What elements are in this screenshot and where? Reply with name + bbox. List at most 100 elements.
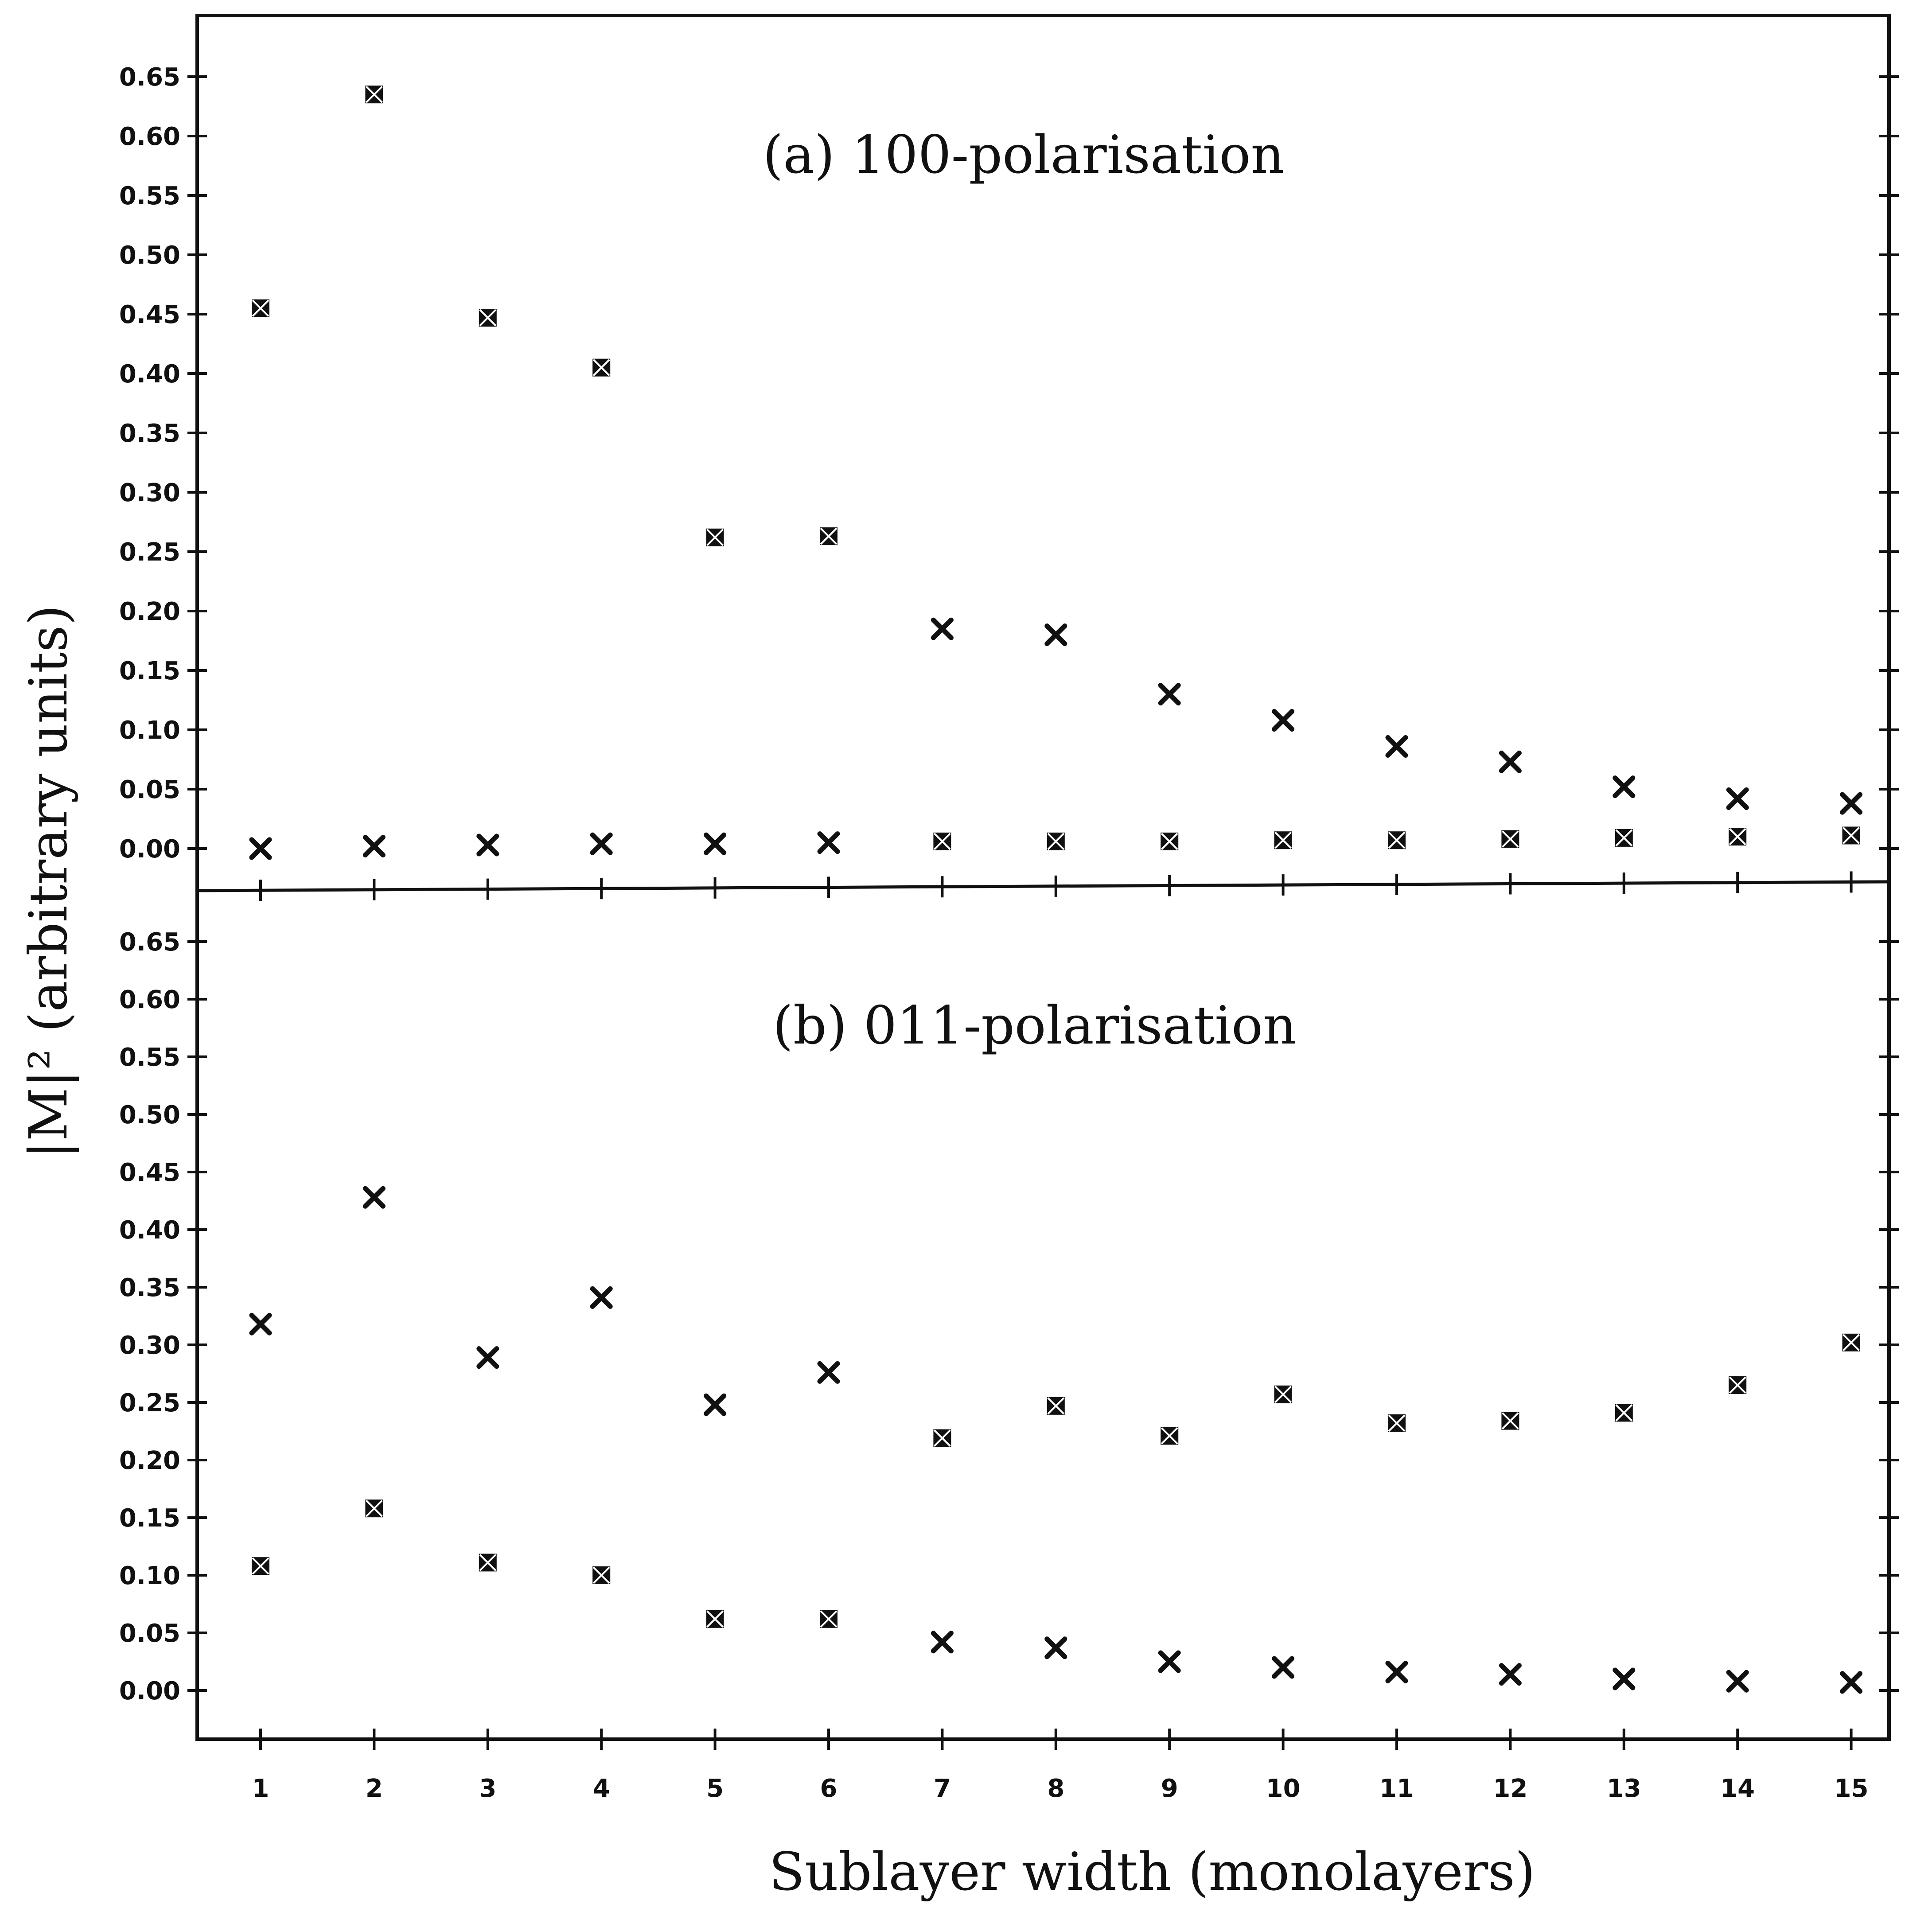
x-tick-label: 7 (934, 1774, 951, 1803)
y-tick-label: 0.35 (119, 1273, 180, 1302)
data-point-cross (1044, 623, 1067, 646)
y-tick-label: 0.05 (119, 775, 180, 804)
data-point-asterisk (820, 527, 837, 545)
x-tick-label: 12 (1493, 1774, 1527, 1803)
data-point-cross (704, 1393, 727, 1416)
data-point-cross (1840, 792, 1863, 815)
data-point-cross (362, 1186, 386, 1209)
y-tick-label: 0.05 (119, 1619, 180, 1648)
y-tick-label: 0.20 (119, 1446, 180, 1475)
data-point-asterisk (1047, 1397, 1065, 1415)
y-tick-label: 0.50 (119, 1101, 180, 1129)
data-point-cross (249, 1312, 272, 1336)
data-point-cross (1158, 1650, 1181, 1673)
data-point-asterisk (365, 1499, 383, 1518)
x-tick-label: 10 (1266, 1774, 1301, 1803)
data-point-cross (931, 1631, 954, 1654)
y-tick-label: 0.40 (119, 1216, 180, 1245)
data-point-asterisk (933, 1429, 951, 1447)
data-point-cross (590, 1286, 613, 1309)
y-tick-label: 0.50 (119, 241, 180, 270)
data-point-cross (1385, 1660, 1408, 1683)
y-tick-label: 0.25 (119, 538, 180, 567)
x-tick-label: 11 (1379, 1774, 1414, 1803)
panel-b: 0.00 0.05 0.10 0.15 0.20 0.25 0.30 0.35 0.40 0.45… (119, 928, 1899, 1750)
data-point-cross (1272, 1656, 1295, 1679)
data-point-asterisk (479, 1554, 497, 1572)
data-point-asterisk (1388, 1414, 1406, 1432)
data-point-cross (590, 832, 613, 855)
y-tick-label: 0.20 (119, 597, 180, 626)
data-point-asterisk (933, 832, 951, 850)
data-point-asterisk (1729, 1376, 1747, 1394)
data-point-asterisk (1615, 829, 1633, 847)
x-tick-label: 6 (820, 1774, 837, 1803)
data-point-cross (1385, 735, 1408, 758)
x-tick-label: 14 (1720, 1774, 1755, 1803)
y-tick-label: 0.10 (119, 1562, 180, 1590)
panel-a-title: (a) 100-polarisation (763, 124, 1285, 185)
y-tick-label: 0.45 (119, 1158, 180, 1187)
data-point-asterisk (1161, 1427, 1179, 1445)
data-point-cross (476, 833, 499, 857)
data-point-asterisk (1501, 1412, 1519, 1430)
data-point-cross (704, 832, 727, 855)
panel-a-ticks: 0.00 0.05 0.10 0.15 0.20 0.25 0.30 0.35 0.40 0.45… (119, 63, 1899, 901)
y-tick-label: 0.55 (119, 1043, 180, 1072)
y-tick-label: 0.45 (119, 300, 180, 329)
x-tick-label: 4 (593, 1774, 610, 1803)
data-point-cross (476, 1346, 499, 1369)
panel-b-marks (249, 1186, 1863, 1694)
data-point-cross (1158, 683, 1181, 706)
data-point-asterisk (479, 309, 497, 327)
data-point-asterisk (706, 528, 724, 546)
y-tick-label: 0.60 (119, 985, 180, 1014)
y-tick-label: 0.60 (119, 122, 180, 151)
y-tick-label: 0.00 (119, 1677, 180, 1706)
y-tick-label: 0.35 (119, 419, 180, 448)
x-axis-title: Sublayer width (monolayers) (769, 1841, 1535, 1902)
x-axis-tick-labels: 1 2 3 4 5 6 7 8 9 10 11 12 13 14 15 (252, 1774, 1869, 1803)
x-tick-label: 3 (479, 1774, 496, 1803)
y-tick-label: 0.15 (119, 657, 180, 685)
data-point-asterisk (1842, 826, 1860, 845)
data-point-cross (1726, 1670, 1749, 1693)
y-tick-label: 0.65 (119, 63, 180, 92)
data-point-asterisk (252, 1557, 269, 1575)
data-point-asterisk (1274, 1385, 1292, 1403)
data-point-cross (249, 837, 272, 860)
data-point-asterisk (1615, 1404, 1633, 1422)
data-point-asterisk (365, 86, 383, 104)
data-point-asterisk (1274, 831, 1292, 849)
panel-a-marks (249, 86, 1863, 860)
y-tick-label: 0.30 (119, 479, 180, 507)
x-tick-label: 5 (706, 1774, 724, 1803)
panel-b-ticks: 0.00 0.05 0.10 0.15 0.20 0.25 0.30 0.35 0.40 0.45… (119, 928, 1899, 1750)
x-tick-label: 1 (252, 1774, 269, 1803)
data-point-asterisk (1501, 830, 1519, 848)
data-point-asterisk (1388, 831, 1406, 849)
panel-b-title: (b) 011-polarisation (773, 995, 1297, 1056)
x-tick-label: 2 (366, 1774, 383, 1803)
data-point-cross (1499, 750, 1522, 773)
y-tick-label: 0.25 (119, 1389, 180, 1418)
y-tick-label: 0.10 (119, 716, 180, 745)
y-tick-label: 0.55 (119, 182, 180, 210)
y-axis-title: |M|² (arbitrary units) (18, 605, 79, 1159)
data-point-cross (1044, 1636, 1067, 1659)
data-point-asterisk (1161, 832, 1179, 850)
x-tick-label: 15 (1834, 1774, 1869, 1803)
plot-frame (195, 14, 1891, 1741)
y-tick-label: 0.30 (119, 1331, 180, 1360)
data-point-cross (1840, 1671, 1863, 1694)
y-tick-label: 0.00 (119, 835, 180, 864)
x-tick-label: 8 (1047, 1774, 1064, 1803)
data-point-asterisk (820, 1610, 837, 1628)
data-point-cross (817, 831, 840, 854)
data-point-asterisk (592, 358, 611, 377)
data-point-asterisk (592, 1566, 611, 1584)
data-point-cross (817, 1361, 840, 1384)
y-tick-label: 0.65 (119, 928, 180, 957)
data-point-asterisk (252, 299, 269, 317)
